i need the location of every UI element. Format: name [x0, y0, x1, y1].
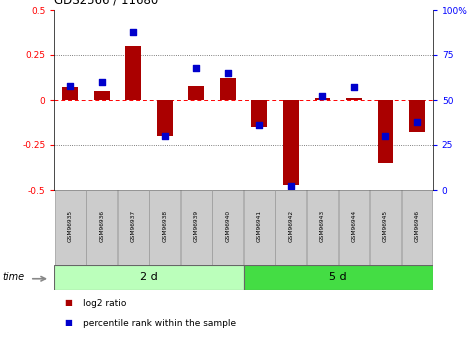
Bar	[125, 46, 141, 100]
Bar	[275, 190, 307, 265]
Bar	[149, 190, 180, 265]
Bar	[212, 190, 243, 265]
Bar	[283, 100, 299, 185]
Point	[193, 65, 200, 70]
Text: 5 d: 5 d	[329, 273, 347, 283]
Bar	[181, 190, 212, 265]
Text: GSM96943: GSM96943	[320, 210, 325, 242]
Bar	[244, 190, 275, 265]
Point	[413, 119, 421, 124]
Text: 2 d: 2 d	[140, 273, 158, 283]
Bar	[307, 190, 338, 265]
Text: GSM96939: GSM96939	[194, 210, 199, 242]
Bar	[94, 91, 110, 100]
Point	[161, 133, 168, 139]
Bar	[315, 98, 330, 100]
Text: GSM96936: GSM96936	[99, 210, 104, 242]
Text: GSM96941: GSM96941	[257, 210, 262, 242]
Text: ■: ■	[64, 298, 72, 307]
Text: GSM96945: GSM96945	[383, 210, 388, 242]
Text: GSM96937: GSM96937	[131, 210, 136, 242]
Point	[319, 93, 326, 99]
Bar	[402, 190, 432, 265]
Point	[382, 133, 389, 139]
Point	[130, 29, 137, 34]
Bar	[86, 190, 117, 265]
Text: percentile rank within the sample: percentile rank within the sample	[83, 318, 236, 327]
Bar	[244, 265, 433, 290]
Bar	[157, 100, 173, 136]
Bar	[188, 86, 204, 100]
Text: GSM96940: GSM96940	[225, 210, 230, 242]
Text: GDS2566 / 11680: GDS2566 / 11680	[54, 0, 158, 7]
Text: GSM96935: GSM96935	[68, 210, 73, 242]
Bar	[370, 190, 401, 265]
Text: ■: ■	[64, 318, 72, 327]
Bar	[409, 100, 425, 132]
Point	[224, 70, 232, 76]
Bar	[339, 190, 369, 265]
Bar	[118, 190, 149, 265]
Point	[66, 83, 74, 88]
Text: GSM96946: GSM96946	[414, 210, 420, 242]
Point	[98, 79, 105, 85]
Text: time: time	[2, 273, 25, 283]
Bar	[346, 98, 362, 100]
Bar	[62, 87, 78, 100]
Text: GSM96942: GSM96942	[289, 210, 293, 242]
Bar	[252, 100, 267, 127]
Bar	[377, 100, 394, 163]
Text: GSM96944: GSM96944	[351, 210, 357, 242]
Point	[350, 85, 358, 90]
Bar	[220, 78, 236, 100]
Text: log2 ratio: log2 ratio	[83, 298, 126, 307]
Text: GSM96938: GSM96938	[162, 210, 167, 242]
Point	[255, 122, 263, 128]
Bar	[55, 190, 86, 265]
Bar	[54, 265, 244, 290]
Point	[287, 184, 295, 189]
